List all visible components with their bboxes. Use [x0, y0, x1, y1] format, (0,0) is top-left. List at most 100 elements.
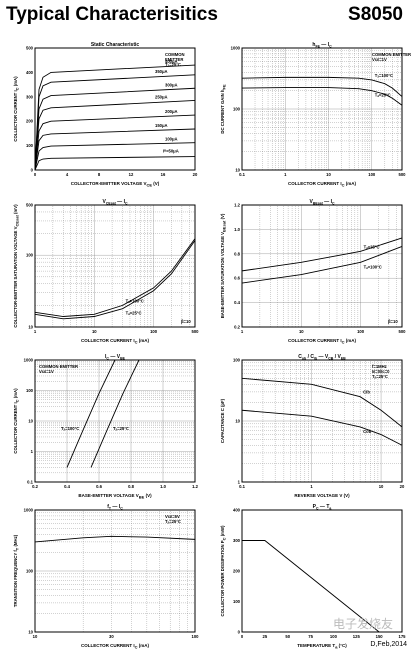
- plot-frame: [241, 47, 403, 171]
- x-tick-label: 100: [330, 634, 338, 639]
- x-tick-label: 0.6: [96, 484, 102, 489]
- x-tick-label: 500: [399, 172, 407, 177]
- y-tick-label: 1.2: [234, 203, 240, 208]
- y-tick-label: 0: [238, 630, 241, 635]
- series-label: 100μA: [165, 137, 178, 142]
- y-tick-label: 1000: [231, 46, 241, 51]
- grid: [35, 360, 195, 482]
- x-tick-label: 0.1: [239, 484, 245, 489]
- annotation: Vᴄᴇ=6V: [165, 514, 180, 519]
- y-tick-label: 10: [28, 630, 33, 635]
- series-line: [34, 74, 196, 171]
- x-tick-label: 0.2: [32, 484, 38, 489]
- x-tick-label: 8: [98, 172, 101, 177]
- x-tick-label: 125: [353, 634, 361, 639]
- grid: [35, 205, 195, 327]
- series-label: Cib: [363, 390, 370, 395]
- y-tick-label: 0.2: [234, 325, 240, 330]
- y-tick-label: 0: [31, 168, 34, 173]
- y-tick-label: 1: [238, 480, 241, 485]
- x-tick-label: 12: [129, 172, 134, 177]
- y-tick-label: 10: [28, 419, 33, 424]
- footer-date: D,Feb,2014: [370, 641, 407, 648]
- y-axis-label: CAPACITANCE C (pF): [220, 398, 225, 443]
- chart-1: 0 4 8 12 16 200100200300400500COLLECTOR-EMITT…: [13, 42, 198, 188]
- series-label: 300μA: [165, 82, 178, 87]
- x-tick-label: 0.8: [128, 484, 134, 489]
- y-tick-label: 100: [26, 388, 34, 393]
- chart-4: 1 10 100 500 0.2 0.4 0.6 0.8 1.0 1.2 COLLECTOR CUR…: [220, 199, 407, 345]
- chart-5: 0.2 0.4 0.6 0.8 1.0 1.2 0.1 1 10 100 1000 BASE-EMIT…: [13, 354, 199, 500]
- x-tick-label: 500: [399, 329, 407, 334]
- x-tick-label: 30: [109, 634, 114, 639]
- y-tick-label: 10: [235, 419, 240, 424]
- plot-frame: [34, 509, 196, 633]
- y-tick-label: 300: [26, 94, 34, 99]
- series-label: Tₐ=25°C: [364, 244, 380, 249]
- y-tick-label: 0.8: [234, 251, 240, 256]
- chart-title: IC — VBE: [105, 354, 126, 361]
- annotation: EMITTER: [165, 57, 183, 62]
- y-tick-label: 100: [233, 599, 241, 604]
- chart-title: Static Characteristic: [91, 42, 140, 48]
- y-tick-label: 200: [233, 569, 241, 574]
- x-tick-label: 100: [192, 634, 200, 639]
- x-tick-label: 0.4: [64, 484, 70, 489]
- series-line: [242, 540, 380, 633]
- series-label: Tₐ=100°C: [61, 426, 79, 431]
- x-tick-label: 1: [241, 329, 244, 334]
- chart-title: VBEsat — IC: [310, 199, 335, 206]
- annotation: Vᴄᴇ=1V: [39, 369, 54, 374]
- chart-2: 0.1 1 10 100 500 10 100 1000 COLLECTOR CURRENT I…: [220, 42, 411, 188]
- x-axis-label: TEMPERATURE Ta (°C): [297, 643, 347, 650]
- y-tick-label: 300: [233, 538, 241, 543]
- annotation: Tₐ=25°C: [372, 374, 388, 379]
- y-axis-label: COLLECTOR CURRENT IC (mA): [13, 388, 20, 454]
- y-tick-label: 400: [26, 70, 34, 75]
- annotation: β=10: [181, 319, 191, 324]
- x-tick-label: 175: [399, 634, 407, 639]
- series-line: [241, 76, 403, 97]
- x-tick-label: 20: [193, 172, 198, 177]
- y-tick-label: 200: [26, 119, 34, 124]
- annotation: COMMON EMITTER: [39, 364, 78, 369]
- annotation: Tₐ=25°C: [165, 62, 181, 67]
- part-number: S8050: [348, 4, 403, 25]
- y-tick-label: 100: [233, 107, 241, 112]
- y-tick-label: 100: [233, 358, 241, 363]
- series-line: [66, 359, 116, 468]
- series-line: [34, 238, 196, 317]
- series-line: [90, 359, 140, 468]
- x-tick-label: 500: [192, 329, 200, 334]
- y-axis-label: TRANSITION FREQUENCY fT (MHz): [13, 534, 20, 607]
- chart-title: fT — IC: [107, 504, 123, 511]
- x-axis-label: COLLECTOR CURRENT IC (mA): [81, 338, 150, 345]
- y-tick-label: 100: [26, 143, 34, 148]
- series-line: [241, 377, 403, 428]
- x-tick-label: 1.2: [192, 484, 198, 489]
- chart-8: 0 25 50 75 100 125 150 175 0 100 200 300 400 TEMPERAT…: [220, 504, 407, 650]
- y-tick-label: 0.6: [234, 276, 240, 281]
- x-tick-label: 50: [285, 634, 290, 639]
- x-axis-label: BASE-EMITTER VOLTAGE VBE (V): [78, 493, 152, 500]
- x-tick-label: 10: [326, 172, 331, 177]
- chart-title: VCEsat — IC: [103, 199, 128, 206]
- y-tick-label: 1: [31, 449, 34, 454]
- x-tick-label: 4: [66, 172, 69, 177]
- y-axis-label: COLLECTOR-EMITTER SATURATION VOLTAGE VCE…: [13, 204, 20, 328]
- x-axis-label: COLLECTOR CURRENT IC (mA): [288, 181, 357, 188]
- x-tick-label: 10: [92, 329, 97, 334]
- series-line: [34, 87, 196, 171]
- annotation: Iᴇ=0/Iᴄ=0: [372, 369, 390, 374]
- series-line: [34, 156, 196, 171]
- annotation: Tₐ=25°C: [165, 519, 181, 524]
- y-tick-label: 10: [235, 168, 240, 173]
- series-line: [34, 142, 196, 171]
- y-axis-label: DC CURRENT GAIN hFE: [220, 84, 227, 134]
- grid: [242, 48, 402, 170]
- grid: [242, 205, 402, 327]
- watermark: 电子发烧友: [332, 617, 393, 631]
- series-line: [241, 246, 403, 284]
- x-tick-label: 1: [34, 329, 37, 334]
- annotation: COMMON EMITTER: [372, 52, 411, 57]
